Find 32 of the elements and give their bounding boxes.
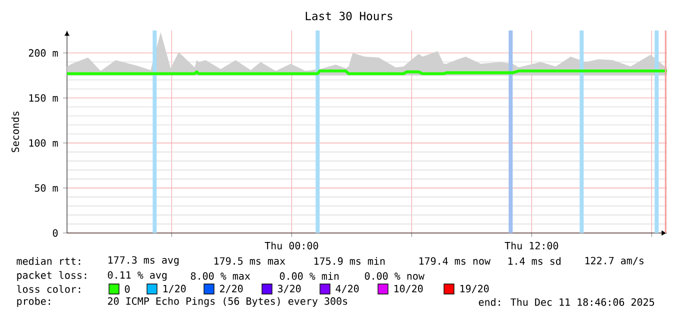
- legend-label: 19/20: [460, 284, 489, 294]
- text: 1.4 ms sd: [508, 257, 561, 265]
- y-axis-title: Seconds: [11, 112, 20, 152]
- text: 8.00 % max: [190, 272, 250, 280]
- legend-label: 10/20: [394, 284, 423, 294]
- text: 177.3 ms avg: [108, 256, 179, 266]
- text: 122.7 am/s: [585, 256, 644, 266]
- y-tick-label: 100 m: [29, 139, 58, 147]
- y-tick-label: 200 m: [28, 49, 58, 57]
- y-tick-label: 0: [52, 229, 58, 237]
- x-tick-label: Thu 12:00: [504, 242, 558, 250]
- y-tick-label: 150 m: [29, 94, 58, 102]
- legend-label: 0: [124, 285, 130, 293]
- x-tick-label: Thu 00:00: [264, 242, 318, 250]
- legend-title: loss color:: [17, 285, 80, 293]
- text: 0.00 % min: [280, 272, 339, 280]
- text: median rtt:: [16, 257, 80, 265]
- text: 0.11 % avg: [108, 271, 167, 281]
- y-tick-label: 50 m: [34, 184, 58, 192]
- text: 179.4 ms now: [419, 257, 491, 265]
- text: 175.9 ms min: [314, 257, 385, 265]
- text: 20 ICMP Echo Pings (56 Bytes) every 300s: [108, 297, 348, 307]
- chart-title: Last 30 Hours: [306, 12, 392, 20]
- legend-label: 1/20: [163, 284, 186, 294]
- text: probe:: [17, 297, 50, 307]
- legend-label: 4/20: [336, 284, 359, 294]
- text: 179.5 ms max: [214, 257, 286, 265]
- text: packet loss:: [17, 271, 86, 281]
- text: 0.00 % now: [364, 272, 424, 280]
- legend-label: 2/20: [220, 284, 243, 294]
- legend-label: 3/20: [278, 284, 301, 294]
- text: end: Thu Dec 11 18:46:06 2025: [478, 298, 654, 306]
